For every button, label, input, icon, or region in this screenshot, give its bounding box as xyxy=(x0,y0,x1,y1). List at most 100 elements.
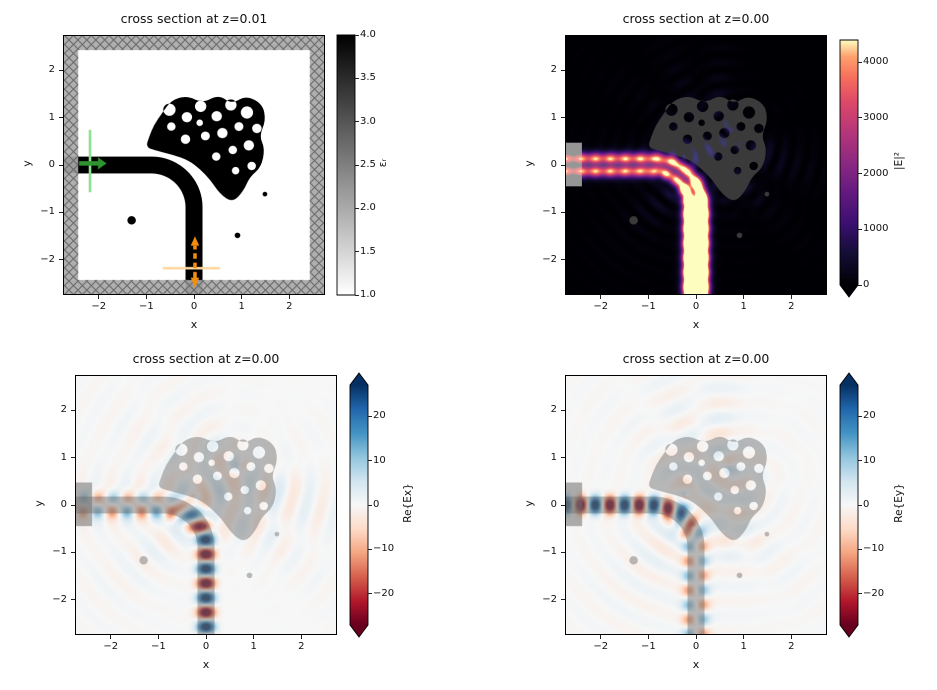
y-tick-label: −1 xyxy=(542,206,557,218)
y-tick-label: −1 xyxy=(542,546,557,558)
x-tick-label: 2 xyxy=(286,301,293,312)
x-tick-mark xyxy=(600,295,602,299)
heatmap-intensity xyxy=(565,35,827,295)
colorbar-tick-mark xyxy=(858,284,862,286)
y-tick-label: 0 xyxy=(48,159,55,170)
colorbar-tick-mark xyxy=(355,251,359,253)
colorbar-tick-label: −10 xyxy=(373,543,395,555)
x-tick-label: −2 xyxy=(593,641,609,652)
y-tick-mark xyxy=(71,551,75,553)
colorbar-tick-label: 3.5 xyxy=(360,72,376,84)
y-tick-mark xyxy=(561,599,565,601)
colorbar-tick-label: 4.0 xyxy=(360,29,376,40)
x-tick-mark xyxy=(110,635,112,639)
x-tick-mark xyxy=(98,295,100,299)
colorbar-tick-mark xyxy=(858,415,862,417)
colorbar-tick-mark xyxy=(355,34,359,36)
colorbar-tick-mark xyxy=(355,164,359,166)
y-tick-label: 1 xyxy=(550,451,557,463)
x-tick-label: 1 xyxy=(740,301,747,312)
x-tick-mark xyxy=(288,295,290,299)
colorbar-tick-mark xyxy=(858,593,862,595)
x-tick-mark xyxy=(300,635,302,639)
x-tick-label: −2 xyxy=(593,301,609,312)
x-tick-mark xyxy=(743,635,745,639)
x-tick-label: 1 xyxy=(740,641,747,652)
x-axis-label: x xyxy=(190,318,198,331)
colorbar-tick-label: −10 xyxy=(863,543,885,555)
colorbar-tick-mark xyxy=(858,504,862,506)
plot-title: cross section at z=0.00 xyxy=(622,11,770,26)
colorbar-tick-mark xyxy=(355,121,359,123)
colorbar-tick-label: 20 xyxy=(373,410,386,422)
colorbar-re-ex xyxy=(349,372,369,638)
colorbar-tick-label: 3.0 xyxy=(360,115,376,127)
colorbar-tick-mark xyxy=(368,548,372,550)
x-tick-label: 0 xyxy=(190,301,198,312)
colorbar-tick-mark xyxy=(368,593,372,595)
y-tick-label: 2 xyxy=(550,404,557,416)
x-tick-label: 0 xyxy=(692,641,700,652)
y-tick-label: −1 xyxy=(52,546,67,558)
y-tick-mark xyxy=(59,164,63,166)
y-tick-mark xyxy=(59,117,63,119)
x-tick-mark xyxy=(145,295,147,299)
x-tick-label: −1 xyxy=(640,301,656,312)
x-tick-label: 0 xyxy=(692,301,700,312)
x-tick-mark xyxy=(205,635,207,639)
colorbar-tick-mark xyxy=(368,504,372,506)
y-tick-mark xyxy=(59,211,63,213)
colorbar-intensity xyxy=(839,39,859,298)
colorbar-re-ey xyxy=(839,372,859,638)
x-tick-label: 2 xyxy=(788,301,795,312)
colorbar-tick-label: 2.5 xyxy=(360,159,376,170)
y-tick-label: 2 xyxy=(550,64,557,76)
x-tick-label: 2 xyxy=(788,641,795,652)
y-tick-label: 1 xyxy=(48,111,55,123)
x-axis-label: x xyxy=(692,318,700,331)
colorbar-tick-label: 1000 xyxy=(863,223,889,235)
y-tick-mark xyxy=(561,259,565,261)
colorbar-tick-label: 0 xyxy=(863,279,870,290)
colorbar-tick-mark xyxy=(368,415,372,417)
y-tick-label: 2 xyxy=(48,64,55,76)
y-tick-mark xyxy=(71,504,75,506)
x-tick-mark xyxy=(790,295,792,299)
colorbar-tick-label: 1.0 xyxy=(360,289,376,300)
colorbar-tick-mark xyxy=(355,294,359,296)
x-tick-mark xyxy=(157,635,159,639)
y-tick-label: −2 xyxy=(542,253,557,265)
y-tick-label: 2 xyxy=(60,404,67,416)
y-tick-mark xyxy=(71,457,75,459)
colorbar-tick-mark xyxy=(858,460,862,462)
colorbar-label: |E|² xyxy=(893,151,905,170)
x-tick-mark xyxy=(743,295,745,299)
plot-title: cross section at z=0.00 xyxy=(622,351,770,366)
y-tick-label: 1 xyxy=(60,451,67,463)
colorbar-tick-mark xyxy=(355,77,359,79)
x-tick-mark xyxy=(695,295,697,299)
x-tick-label: −1 xyxy=(150,641,166,652)
colorbar-tick-label: 2000 xyxy=(863,167,889,179)
x-tick-mark xyxy=(647,295,649,299)
heatmap-re-ey xyxy=(565,375,827,635)
x-tick-label: 2 xyxy=(298,641,305,652)
colorbar-tick-label: 0 xyxy=(373,499,380,510)
x-tick-mark xyxy=(253,635,255,639)
y-tick-label: 0 xyxy=(550,499,557,510)
x-tick-label: 0 xyxy=(202,641,210,652)
colorbar-tick-label: 10 xyxy=(373,454,386,466)
x-tick-mark xyxy=(241,295,243,299)
x-tick-label: 1 xyxy=(250,641,257,652)
y-tick-mark xyxy=(561,409,565,411)
x-tick-label: −1 xyxy=(138,301,154,312)
colorbar-tick-label: 2.0 xyxy=(360,202,376,214)
y-tick-mark xyxy=(561,504,565,506)
colorbar-tick-label: 0 xyxy=(863,499,870,510)
heatmap-re-ex xyxy=(75,375,337,635)
plot-title: cross section at z=0.00 xyxy=(132,351,280,366)
colorbar-tick-label: 20 xyxy=(863,410,876,422)
y-tick-mark xyxy=(71,599,75,601)
heatmap-permittivity xyxy=(63,35,325,295)
x-axis-label: x xyxy=(692,658,700,671)
